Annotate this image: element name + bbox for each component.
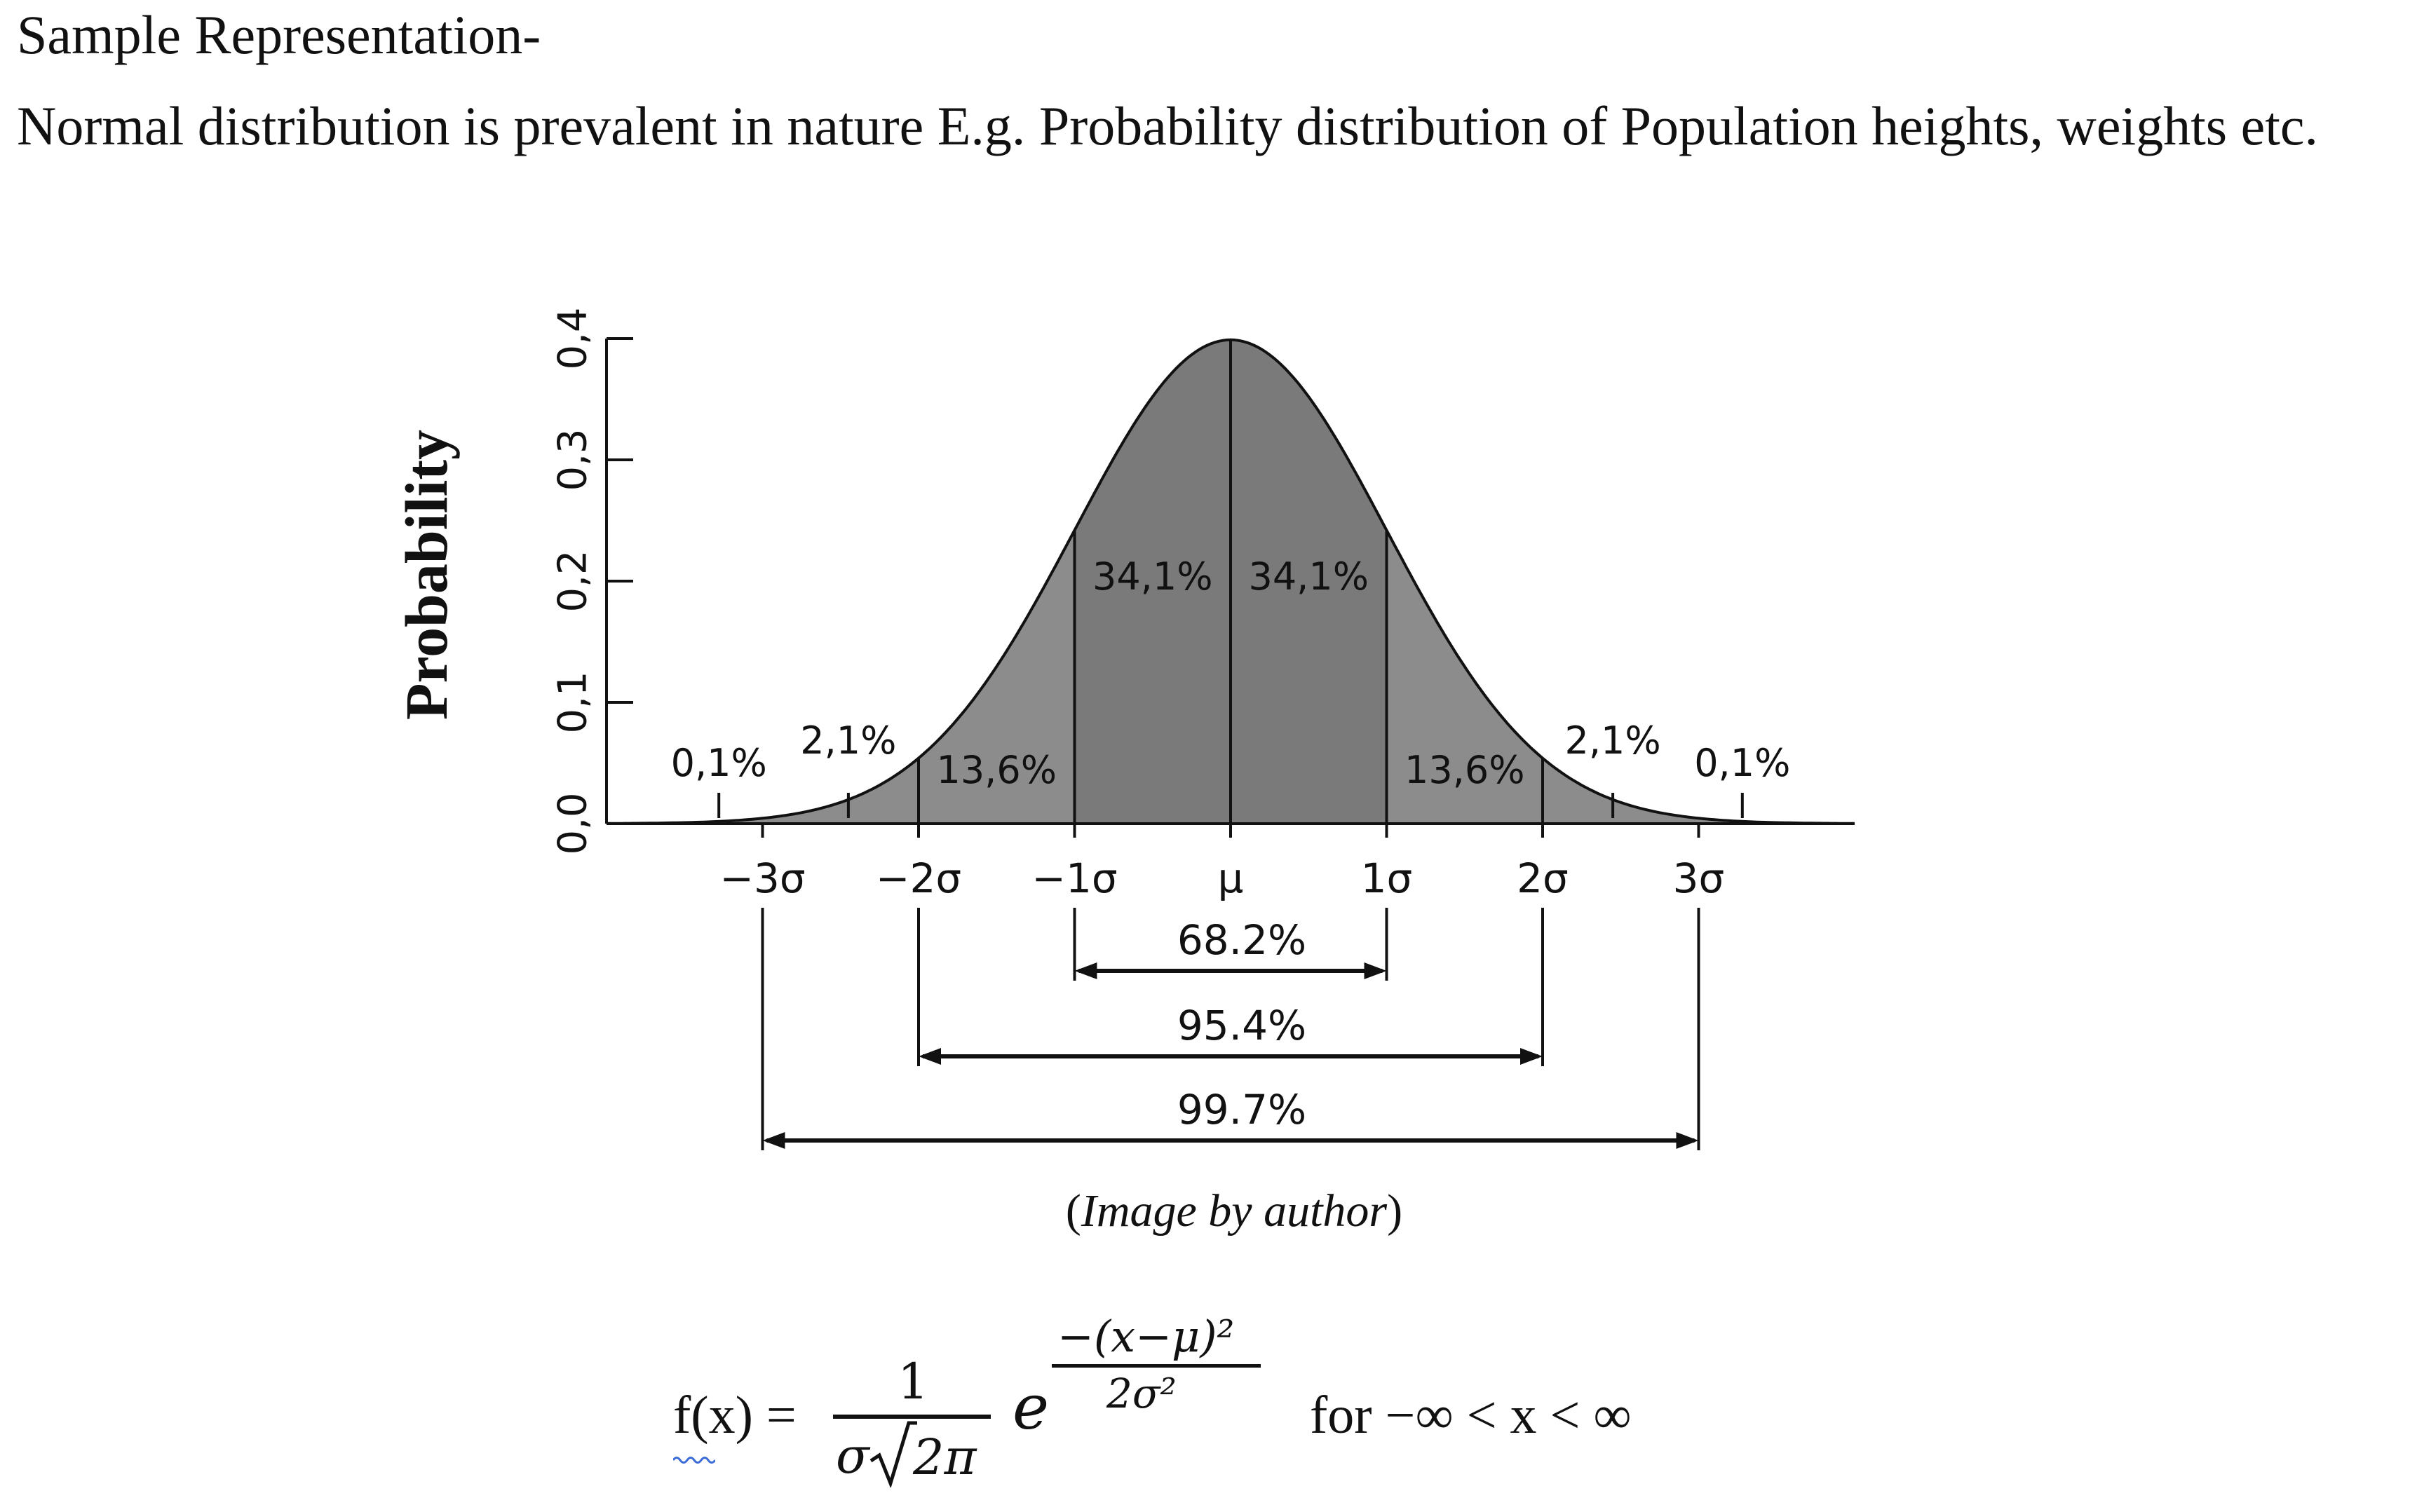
- region-label: 0,1%: [1694, 741, 1790, 785]
- region-label: 2,1%: [1565, 718, 1661, 763]
- formula-exponent-bar: [1052, 1364, 1261, 1368]
- normal-distribution-chart: 0,0 0,1 0,2 0,3 0,4 −3σ −2σ −1σ μ 1σ 2σ 3σ 0,1% 2,1% 1…: [491, 280, 1928, 1174]
- y-tick-label: 0,3: [550, 428, 596, 491]
- y-axis-title: Probability: [393, 429, 460, 721]
- region-label: 13,6%: [1404, 748, 1525, 792]
- range-arrowhead-left: [762, 1132, 785, 1149]
- density-curve: [606, 338, 1855, 825]
- y-tick-label: 0,2: [550, 550, 596, 612]
- range-label: 68.2%: [1177, 916, 1306, 964]
- caption-text: Image by author: [1081, 1185, 1388, 1237]
- y-tick-label: 0,1: [550, 671, 596, 733]
- range-arrowhead-right: [1520, 1048, 1543, 1065]
- formula-sigma: σ: [836, 1427, 869, 1485]
- formula-domain: for −∞ < x < ∞: [1310, 1386, 1632, 1445]
- region-label: 13,6%: [936, 748, 1057, 792]
- range-arrowhead-right: [1364, 962, 1387, 979]
- x-tick-label: −3σ: [719, 854, 805, 902]
- formula-radicand: 2π: [913, 1429, 977, 1486]
- region-fill-6: [1543, 758, 1699, 824]
- range-arrowhead-right: [1676, 1132, 1699, 1149]
- y-tick-label: 0,4: [550, 307, 596, 369]
- region-label: 34,1%: [1248, 554, 1369, 599]
- x-tick-label: −2σ: [876, 854, 961, 902]
- x-tick-label: 3σ: [1673, 854, 1725, 902]
- formula-exponential-base: e: [1013, 1371, 1050, 1443]
- x-tick-label: μ: [1218, 854, 1244, 902]
- region-label: 2,1%: [800, 718, 896, 763]
- intro-paragraph: Normal distribution is prevalent in natu…: [17, 95, 2319, 156]
- x-tick-label: −1σ: [1031, 854, 1117, 902]
- formula-radical-sign: [869, 1421, 917, 1487]
- region-label: 0,1%: [671, 741, 767, 785]
- spellcheck-squiggle: [673, 1457, 715, 1464]
- x-tick-label: 2σ: [1517, 854, 1569, 902]
- formula-numerator: 1: [898, 1353, 929, 1410]
- y-tick-label: 0,0: [550, 792, 596, 854]
- formula-exponent-denominator: 2σ²: [1106, 1370, 1177, 1417]
- image-caption: (Image by author): [1066, 1185, 1402, 1238]
- formula-fraction-bar: [833, 1415, 991, 1419]
- formula-lhs: f(x) =: [673, 1386, 797, 1445]
- heading: Sample Representation-: [17, 4, 541, 65]
- chart-svg: 0,0 0,1 0,2 0,3 0,4 −3σ −2σ −1σ μ 1σ 2σ 3σ 0,1% 2,1% 1…: [550, 307, 1855, 1150]
- caption-close-paren: ): [1387, 1185, 1403, 1237]
- x-tick-label: 1σ: [1361, 854, 1413, 902]
- range-label: 95.4%: [1177, 1002, 1306, 1049]
- region-label: 34,1%: [1092, 554, 1213, 599]
- range-label: 99.7%: [1177, 1086, 1306, 1133]
- region-fill-1: [762, 758, 919, 824]
- range-arrowhead-left: [919, 1048, 941, 1065]
- normal-pdf-formula: f(x) = 1 σ 2π e −(x−μ)² 2σ² for −∞ < x <…: [673, 1297, 1865, 1507]
- caption-open-paren: (: [1065, 1185, 1081, 1237]
- formula-exponent-numerator: −(x−μ)²: [1057, 1311, 1235, 1362]
- range-arrowhead-left: [1074, 962, 1097, 979]
